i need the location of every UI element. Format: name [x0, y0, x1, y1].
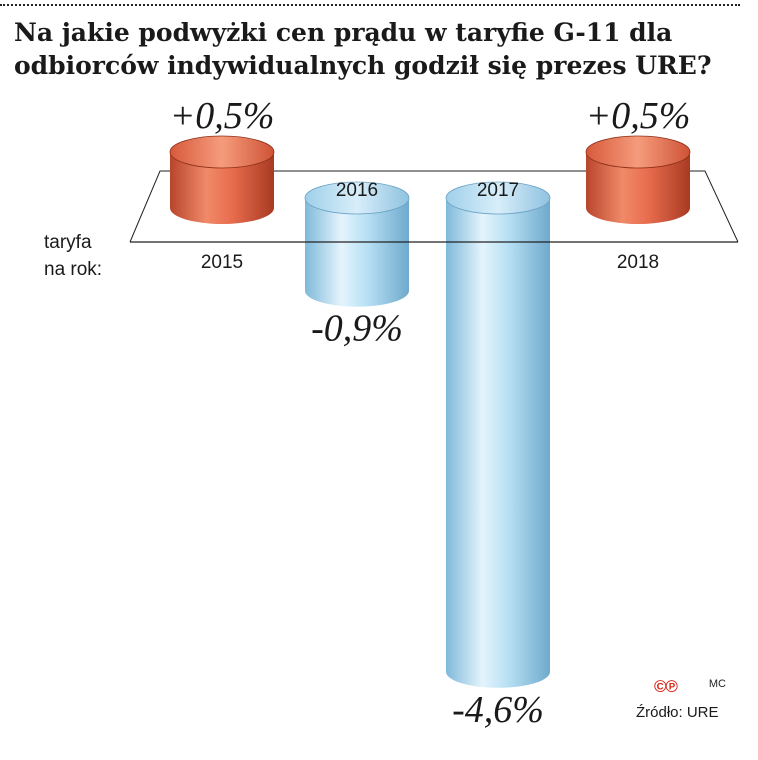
bar-body-2015 [170, 152, 274, 224]
bar-top-2015 [169, 135, 275, 169]
bar-2016 [304, 181, 410, 307]
bar-2018 [585, 135, 691, 224]
tick-label-2018: 2018 [617, 252, 659, 273]
base-plane-back [129, 170, 739, 243]
row-label-line2: na rok: [44, 259, 102, 280]
value-label-2015: +0,5% [170, 95, 275, 137]
tick-label-2017: 2017 [477, 180, 519, 201]
value-label-2018: +0,5% [586, 95, 691, 137]
bar-2015 [169, 135, 275, 224]
cp-logo: ©℗ [654, 677, 678, 696]
bar-top-2016 [304, 181, 410, 215]
bar-body-2017 [446, 198, 550, 688]
bar-body-2016 [305, 198, 409, 307]
bar-top-2018 [585, 135, 691, 169]
row-label-line1: taryfa [44, 232, 92, 253]
value-label-2017: -4,6% [452, 689, 544, 731]
top-dotted-rule [0, 4, 740, 6]
bar-body-2018 [586, 152, 690, 224]
source-note: Źródło: URE [636, 704, 719, 721]
tick-label-2016: 2016 [336, 180, 378, 201]
value-label-2016: -0,9% [311, 308, 403, 350]
credits: MC [708, 678, 726, 690]
bar-top-2017 [445, 181, 551, 215]
bar-2017 [445, 181, 551, 688]
chart-title: Na jakie podwyżki cen prądu w taryfie G-… [14, 18, 712, 80]
tick-label-2015: 2015 [201, 252, 243, 273]
